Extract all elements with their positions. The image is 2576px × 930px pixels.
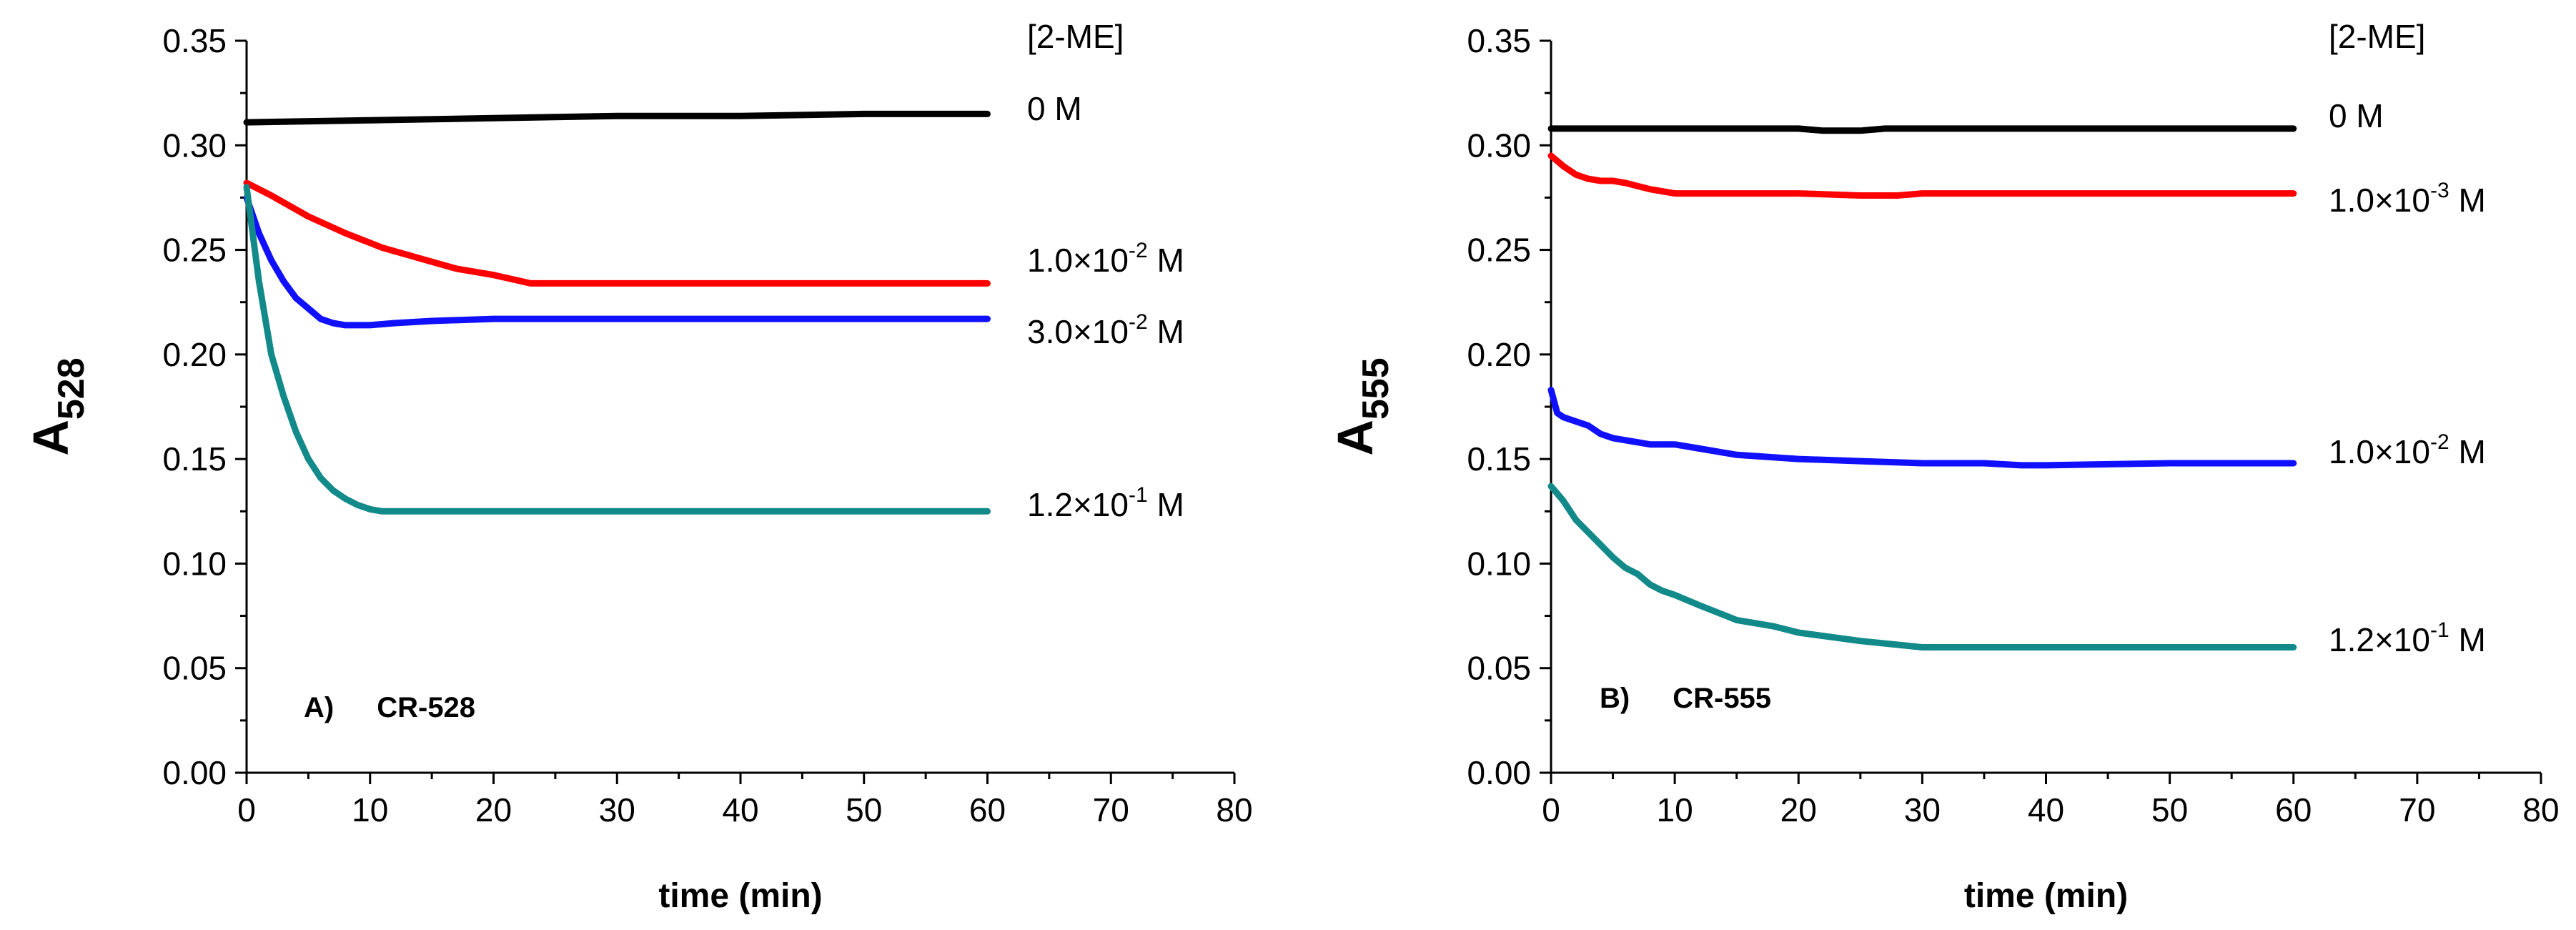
panel-compound-name: CR-555 (1673, 683, 1771, 714)
series-label-base: 1.2×10 (1027, 486, 1129, 523)
y-tick-label: 0.00 (1467, 754, 1531, 791)
series-label-unit: M (2449, 621, 2486, 658)
y-tick-label: 0.15 (162, 440, 227, 478)
series-line-0 (243, 110, 991, 126)
y-tick-label: 0.25 (162, 232, 227, 269)
series-label-unit: M (1148, 242, 1184, 279)
x-tick-label: 30 (1904, 791, 1941, 828)
series-label-exponent: -1 (1129, 483, 1148, 507)
panel-label: B) CR-555 (1600, 683, 1771, 714)
series-label-unit: M (2449, 182, 2486, 219)
series-label: 1.0×10-2 M (1027, 239, 1184, 279)
y-tick-label: 0.05 (1467, 650, 1531, 687)
y-tick-label: 0.35 (1467, 22, 1531, 59)
y-tick-label: 0.30 (162, 127, 227, 164)
panel-letter: B) (1600, 683, 1630, 714)
series-label-base: 0 M (2329, 97, 2384, 134)
y-tick-label: 0.25 (1467, 232, 1531, 269)
y-tick-label: 0.10 (162, 545, 227, 582)
series-line-1 (1547, 152, 2297, 199)
series-label-base: 3.0×10 (1027, 313, 1129, 350)
x-axis-title: time (min) (658, 877, 822, 915)
chart-panel-a: 0 10 20 30 40 50 60 70 80 0.00 0.05 0.10 0.15 0.20 0.2… (23, 18, 1253, 915)
series-label-unit: M (2449, 433, 2486, 470)
y-axis-title: A555 (1327, 357, 1397, 455)
x-tick-label: 20 (475, 791, 512, 828)
y-axis-title-subscript: 555 (1355, 357, 1397, 420)
y-tick-label: 0.00 (162, 754, 227, 791)
series-line-1 (243, 179, 991, 287)
x-tick-label: 80 (1216, 791, 1252, 828)
y-axis-title-subscript: 528 (51, 357, 92, 420)
series-label: 1.2×10-1 M (1027, 483, 1184, 523)
series-label-exponent: -3 (2430, 179, 2449, 202)
series-label-exponent: -1 (2430, 618, 2449, 642)
series-label-base: 1.0×10 (2329, 182, 2430, 219)
series-label-base: 1.0×10 (2329, 433, 2430, 470)
series-label-exponent: -2 (2430, 430, 2449, 454)
x-tick-label: 0 (1542, 791, 1560, 828)
x-tick-label: 0 (237, 791, 256, 828)
series-label-unit: M (1148, 486, 1184, 523)
series-label: 3.0×10-2 M (1027, 310, 1184, 350)
y-tick-label: 0.35 (162, 22, 227, 59)
series-label-base: 0 M (1027, 90, 1082, 127)
panel-letter: A) (304, 692, 334, 723)
series-label-exponent: -2 (1129, 310, 1148, 334)
y-tick-label: 0.05 (162, 650, 227, 687)
series-label-base: 1.0×10 (1027, 242, 1129, 279)
x-axis-title: time (min) (1964, 877, 2128, 915)
y-axis-title-main: A (23, 420, 79, 456)
x-tick-label: 40 (722, 791, 758, 828)
series-line-0 (1547, 125, 2297, 134)
x-tick-label: 10 (1657, 791, 1693, 828)
series-label: 1.2×10-1 M (2329, 618, 2486, 658)
panel-compound-name: CR-528 (377, 692, 475, 723)
series-label: 0 M (1027, 90, 1082, 127)
series-line-2 (243, 194, 991, 329)
series-label-exponent: -2 (1129, 239, 1148, 262)
x-tick-label: 70 (1093, 791, 1129, 828)
x-tick-label: 70 (2399, 791, 2435, 828)
series-label: 1.0×10-2 M (2329, 430, 2486, 470)
x-tick-label: 60 (969, 791, 1006, 828)
chart-panel-b: 0 10 20 30 40 50 60 70 80 0.00 0.05 0.10 0.15 0.20 0.2… (1327, 18, 2560, 915)
x-tick-label: 30 (599, 791, 635, 828)
panel-label: A) CR-528 (304, 692, 475, 723)
x-tick-label: 80 (2522, 791, 2559, 828)
series-line-2 (1547, 387, 2297, 469)
series-label-base: 1.2×10 (2329, 621, 2430, 658)
x-tick-label: 60 (2275, 791, 2312, 828)
series-line-3 (243, 184, 991, 515)
series-line-3 (1547, 483, 2297, 650)
legend-title: [2-ME] (1027, 18, 1124, 55)
legend-title: [2-ME] (2329, 18, 2425, 55)
series-label: 0 M (2329, 97, 2384, 134)
y-axis-title-main: A (1327, 420, 1383, 456)
y-tick-label: 0.20 (162, 336, 227, 373)
y-tick-label: 0.15 (1467, 440, 1531, 478)
y-tick-label: 0.30 (1467, 127, 1531, 164)
x-tick-label: 10 (352, 791, 388, 828)
y-tick-label: 0.10 (1467, 545, 1531, 582)
series-label-unit: M (1148, 313, 1184, 350)
x-tick-label: 50 (2151, 791, 2188, 828)
x-tick-label: 40 (2028, 791, 2064, 828)
y-axis-title: A528 (23, 357, 92, 455)
x-tick-label: 50 (846, 791, 882, 828)
y-tick-label: 0.20 (1467, 336, 1531, 373)
series-label: 1.0×10-3 M (2329, 179, 2486, 219)
x-tick-label: 20 (1780, 791, 1817, 828)
